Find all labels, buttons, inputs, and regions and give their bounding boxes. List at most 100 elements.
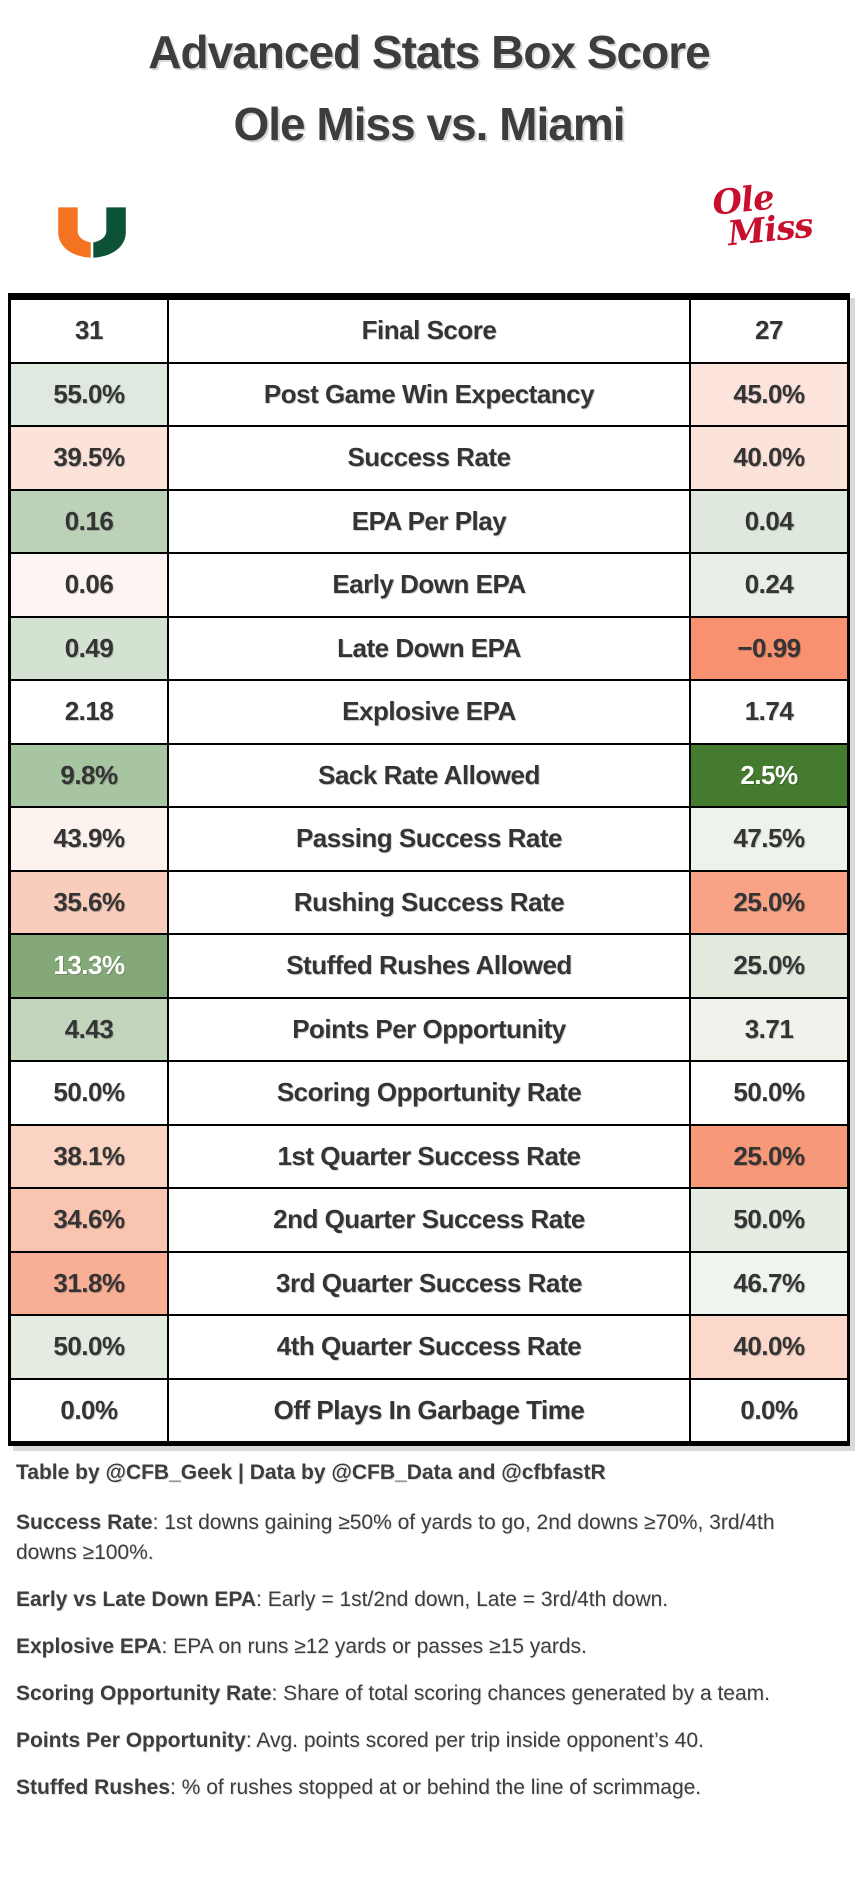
stat-label-cell: Final Score	[169, 300, 689, 362]
footnote: Scoring Opportunity Rate: Share of total…	[16, 1679, 784, 1709]
table-row: 39.5% Success Rate 40.0%	[11, 427, 847, 491]
footnote-definition: : Share of total scoring chances generat…	[271, 1682, 770, 1705]
miami-u-logo-icon	[58, 207, 126, 258]
table-row: 34.6% 2nd Quarter Success Rate 50.0%	[11, 1189, 847, 1253]
table-row: 55.0% Post Game Win Expectancy 45.0%	[11, 363, 847, 427]
stat-label-cell: Sack Rate Allowed	[169, 744, 689, 806]
footnote: Explosive EPA: EPA on runs ≥12 yards or …	[16, 1632, 784, 1662]
footnote-term: Explosive EPA	[16, 1635, 162, 1658]
stat-label-cell: Rushing Success Rate	[169, 871, 689, 933]
ole-miss-value-cell: 3.71	[689, 998, 847, 1060]
miami-value-cell: 0.16	[11, 490, 169, 552]
miami-value-cell: 0.06	[11, 554, 169, 616]
table-row: 13.3% Stuffed Rushes Allowed 25.0%	[11, 935, 847, 999]
footnote-definition: : % of rushes stopped at or behind the l…	[170, 1776, 702, 1799]
miami-u-left-half	[58, 207, 91, 258]
stat-label-cell: 2nd Quarter Success Rate	[169, 1189, 689, 1251]
stat-label-cell: Post Game Win Expectancy	[169, 363, 689, 425]
stat-label-cell: Explosive EPA	[169, 681, 689, 743]
miami-value-cell: 13.3%	[11, 935, 169, 997]
miami-value-cell: 35.6%	[11, 871, 169, 933]
table-row: 31 Final Score 27	[11, 300, 847, 364]
ole-miss-script-logo: Ole Miss	[711, 174, 828, 255]
miami-value-cell: 34.6%	[11, 1189, 169, 1251]
footnotes: Table by @CFB_Geek | Data by @CFB_Data a…	[16, 1458, 784, 1820]
ole-miss-logo-line-2: Miss	[725, 205, 815, 255]
ole-miss-value-cell: 40.0%	[689, 427, 847, 489]
ole-miss-value-cell: 1.74	[689, 681, 847, 743]
table-row: 2.18 Explosive EPA 1.74	[11, 681, 847, 745]
footnote-term: Early vs Late Down EPA	[16, 1588, 257, 1611]
table-row: 50.0% Scoring Opportunity Rate 50.0%	[11, 1062, 847, 1126]
ole-miss-value-cell: 25.0%	[689, 1125, 847, 1187]
miami-value-cell: 50.0%	[11, 1316, 169, 1378]
footnote-definition: : 1st downs gaining ≥50% of yards to go,…	[16, 1511, 775, 1564]
table-row: 0.49 Late Down EPA −0.99	[11, 617, 847, 681]
table-row: 0.06 Early Down EPA 0.24	[11, 554, 847, 618]
miami-value-cell: 39.5%	[11, 427, 169, 489]
stat-label-cell: 1st Quarter Success Rate	[169, 1125, 689, 1187]
title-line-1: Advanced Stats Box Score	[148, 26, 710, 78]
ole-miss-value-cell: 50.0%	[689, 1189, 847, 1251]
table-row: 9.8% Sack Rate Allowed 2.5%	[11, 744, 847, 808]
ole-miss-value-cell: 45.0%	[689, 363, 847, 425]
footnote-term: Success Rate	[16, 1511, 153, 1534]
footnote-term: Points Per Opportunity	[16, 1729, 246, 1752]
table-row: 31.8% 3rd Quarter Success Rate 46.7%	[11, 1252, 847, 1316]
footnote: Early vs Late Down EPA: Early = 1st/2nd …	[16, 1585, 784, 1615]
ole-miss-value-cell: 27	[689, 300, 847, 362]
table-row: 4.43 Points Per Opportunity 3.71	[11, 998, 847, 1062]
footnote-definition: : Avg. points scored per trip inside opp…	[245, 1729, 704, 1752]
stat-label-cell: EPA Per Play	[169, 490, 689, 552]
ole-miss-value-cell: 0.24	[689, 554, 847, 616]
miami-value-cell: 0.49	[11, 617, 169, 679]
ole-miss-value-cell: 50.0%	[689, 1062, 847, 1124]
stat-label-cell: 3rd Quarter Success Rate	[169, 1252, 689, 1314]
miami-value-cell: 38.1%	[11, 1125, 169, 1187]
ole-miss-value-cell: 46.7%	[689, 1252, 847, 1314]
footnote: Stuffed Rushes: % of rushes stopped at o…	[16, 1773, 784, 1803]
page-title: Advanced Stats Box Score Ole Miss vs. Mi…	[0, 16, 858, 160]
stat-label-cell: Early Down EPA	[169, 554, 689, 616]
ole-miss-value-cell: 25.0%	[689, 871, 847, 933]
footnote: Points Per Opportunity: Avg. points scor…	[16, 1726, 784, 1756]
miami-value-cell: 4.43	[11, 998, 169, 1060]
stat-label-cell: Passing Success Rate	[169, 808, 689, 870]
stat-label-cell: Late Down EPA	[169, 617, 689, 679]
footnote-term: Scoring Opportunity Rate	[16, 1682, 272, 1705]
table-row: 50.0% 4th Quarter Success Rate 40.0%	[11, 1316, 847, 1380]
ole-miss-value-cell: 2.5%	[689, 744, 847, 806]
footnote-definition: : EPA on runs ≥12 yards or passes ≥15 ya…	[161, 1635, 587, 1658]
ole-miss-value-cell: 47.5%	[689, 808, 847, 870]
table-row: 0.0% Off Plays In Garbage Time 0.0%	[11, 1379, 847, 1441]
miami-value-cell: 31	[11, 300, 169, 362]
footnote: Success Rate: 1st downs gaining ≥50% of …	[16, 1508, 784, 1568]
table-row: 0.16 EPA Per Play 0.04	[11, 490, 847, 554]
stat-label-cell: Points Per Opportunity	[169, 998, 689, 1060]
miami-value-cell: 2.18	[11, 681, 169, 743]
stat-label-cell: Stuffed Rushes Allowed	[169, 935, 689, 997]
miami-u-right-half	[93, 207, 126, 258]
stat-label-cell: Success Rate	[169, 427, 689, 489]
table-row: 35.6% Rushing Success Rate 25.0%	[11, 871, 847, 935]
stat-label-cell: Off Plays In Garbage Time	[169, 1379, 689, 1441]
miami-value-cell: 43.9%	[11, 808, 169, 870]
ole-miss-value-cell: 25.0%	[689, 935, 847, 997]
miami-value-cell: 31.8%	[11, 1252, 169, 1314]
ole-miss-value-cell: 40.0%	[689, 1316, 847, 1378]
miami-value-cell: 55.0%	[11, 363, 169, 425]
footnote-term: Stuffed Rushes	[16, 1776, 171, 1799]
footnote-definition: : Early = 1st/2nd down, Late = 3rd/4th d…	[256, 1588, 669, 1611]
credit-line: Table by @CFB_Geek | Data by @CFB_Data a…	[16, 1461, 606, 1484]
ole-miss-value-cell: 0.0%	[689, 1379, 847, 1441]
stat-label-cell: 4th Quarter Success Rate	[169, 1316, 689, 1378]
stat-label-cell: Scoring Opportunity Rate	[169, 1062, 689, 1124]
table-row: 38.1% 1st Quarter Success Rate 25.0%	[11, 1125, 847, 1189]
ole-miss-value-cell: 0.04	[689, 490, 847, 552]
table-row: 43.9% Passing Success Rate 47.5%	[11, 808, 847, 872]
miami-value-cell: 0.0%	[11, 1379, 169, 1441]
miami-value-cell: 50.0%	[11, 1062, 169, 1124]
miami-value-cell: 9.8%	[11, 744, 169, 806]
stats-table: 31 Final Score 27 55.0% Post Game Win Expect…	[8, 293, 850, 1446]
